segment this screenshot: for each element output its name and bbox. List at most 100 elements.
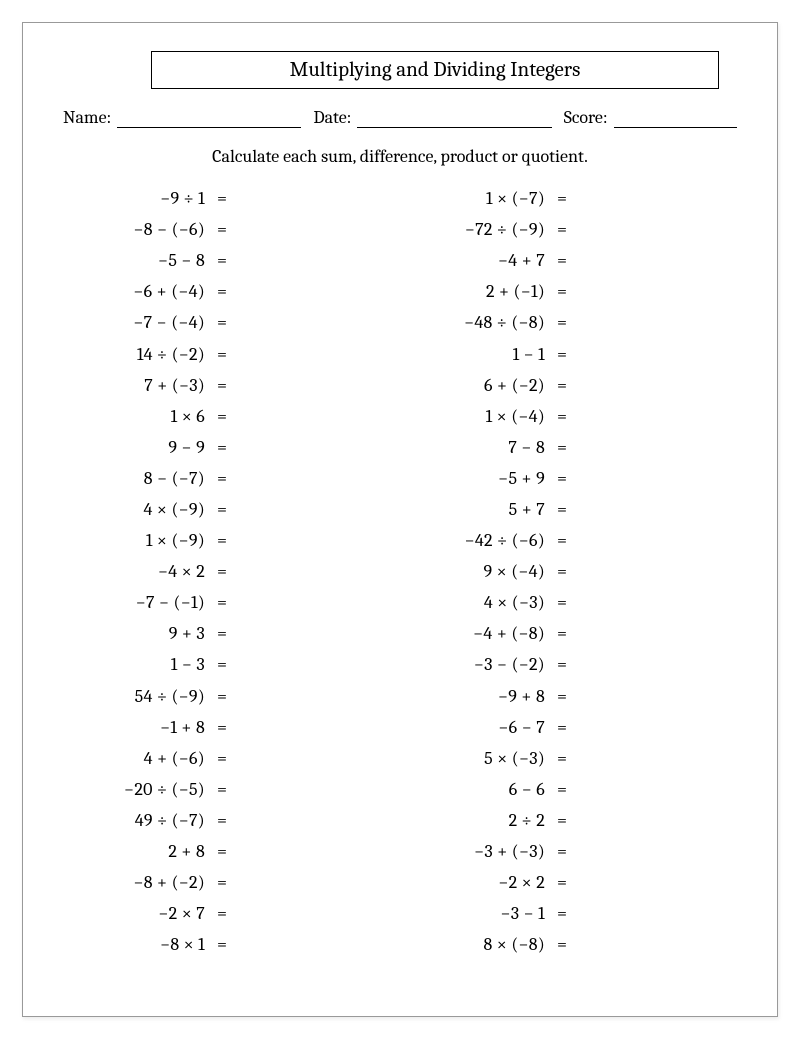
- equals-sign: =: [545, 748, 571, 769]
- equals-sign: =: [545, 344, 571, 365]
- equals-sign: =: [545, 841, 571, 862]
- score-line[interactable]: [614, 110, 737, 128]
- problem-row: −3 − (−2)=: [415, 649, 725, 680]
- equals-sign: =: [545, 686, 571, 707]
- equals-sign: =: [205, 623, 231, 644]
- problem-expression: 6 + (−2): [415, 375, 545, 396]
- equals-sign: =: [545, 592, 571, 613]
- equals-sign: =: [545, 250, 571, 271]
- problem-row: −5 + 9=: [415, 463, 725, 494]
- equals-sign: =: [205, 406, 231, 427]
- problem-expression: −7 − (−4): [75, 312, 205, 333]
- equals-sign: =: [205, 344, 231, 365]
- problem-row: −6 + (−4)=: [75, 276, 385, 307]
- problem-row: 2 + 8=: [75, 836, 385, 867]
- name-field: Name:: [63, 107, 313, 128]
- problem-row: −9 + 8=: [415, 681, 725, 712]
- equals-sign: =: [205, 250, 231, 271]
- problem-expression: 2 + (−1): [415, 281, 545, 302]
- problem-expression: −8 × 1: [75, 934, 205, 955]
- problem-row: 4 × (−3)=: [415, 587, 725, 618]
- problem-expression: 1 − 1: [415, 344, 545, 365]
- problem-row: −7 − (−4)=: [75, 307, 385, 338]
- problem-row: 54 ÷ (−9)=: [75, 681, 385, 712]
- problem-row: 4 + (−6)=: [75, 743, 385, 774]
- problem-row: −4 + 7=: [415, 245, 725, 276]
- equals-sign: =: [545, 375, 571, 396]
- problem-expression: 4 × (−9): [75, 499, 205, 520]
- problem-expression: −6 + (−4): [75, 281, 205, 302]
- equals-sign: =: [205, 934, 231, 955]
- problem-expression: −42 ÷ (−6): [415, 530, 545, 551]
- problem-row: 9 × (−4)=: [415, 556, 725, 587]
- problem-row: 1 × 6=: [75, 401, 385, 432]
- problem-expression: −72 ÷ (−9): [415, 219, 545, 240]
- problem-row: −8 − (−6)=: [75, 214, 385, 245]
- problem-row: 14 ÷ (−2)=: [75, 338, 385, 369]
- instructions: Calculate each sum, difference, product …: [61, 146, 739, 167]
- equals-sign: =: [205, 312, 231, 333]
- problem-row: 1 − 1=: [415, 338, 725, 369]
- problem-row: −2 × 7=: [75, 898, 385, 929]
- equals-sign: =: [205, 717, 231, 738]
- problem-row: −9 ÷ 1=: [75, 183, 385, 214]
- equals-sign: =: [545, 499, 571, 520]
- name-line[interactable]: [117, 110, 301, 128]
- problem-expression: 1 × (−7): [415, 188, 545, 209]
- left-column: −9 ÷ 1=−8 − (−6)=−5 − 8=−6 + (−4)=−7 − (…: [75, 183, 385, 960]
- problem-row: 6 − 6=: [415, 774, 725, 805]
- problem-expression: 7 − 8: [415, 437, 545, 458]
- problem-expression: −9 ÷ 1: [75, 188, 205, 209]
- problem-row: −3 + (−3)=: [415, 836, 725, 867]
- equals-sign: =: [205, 654, 231, 675]
- equals-sign: =: [545, 437, 571, 458]
- problem-row: −6 − 7=: [415, 712, 725, 743]
- equals-sign: =: [205, 499, 231, 520]
- problem-row: −2 × 2=: [415, 867, 725, 898]
- problem-row: 1 × (−9)=: [75, 525, 385, 556]
- problem-row: 8 − (−7)=: [75, 463, 385, 494]
- problem-expression: −4 + (−8): [415, 623, 545, 644]
- problem-expression: −2 × 7: [75, 903, 205, 924]
- problem-expression: −4 × 2: [75, 561, 205, 582]
- equals-sign: =: [205, 686, 231, 707]
- equals-sign: =: [545, 934, 571, 955]
- equals-sign: =: [545, 281, 571, 302]
- problem-expression: 2 + 8: [75, 841, 205, 862]
- problem-expression: 8 − (−7): [75, 468, 205, 489]
- problem-expression: −3 + (−3): [415, 841, 545, 862]
- date-line[interactable]: [357, 110, 551, 128]
- problem-expression: −4 + 7: [415, 250, 545, 271]
- problem-row: 1 − 3=: [75, 649, 385, 680]
- equals-sign: =: [545, 903, 571, 924]
- problem-expression: −48 ÷ (−8): [415, 312, 545, 333]
- problem-row: 5 + 7=: [415, 494, 725, 525]
- equals-sign: =: [205, 748, 231, 769]
- equals-sign: =: [205, 437, 231, 458]
- equals-sign: =: [545, 872, 571, 893]
- equals-sign: =: [205, 810, 231, 831]
- problem-row: −4 × 2=: [75, 556, 385, 587]
- problem-row: 8 × (−8)=: [415, 929, 725, 960]
- worksheet-title: Multiplying and Dividing Integers: [152, 58, 718, 82]
- equals-sign: =: [205, 592, 231, 613]
- equals-sign: =: [205, 281, 231, 302]
- problem-row: −1 + 8=: [75, 712, 385, 743]
- name-label: Name:: [63, 107, 111, 128]
- equals-sign: =: [545, 406, 571, 427]
- problem-expression: −9 + 8: [415, 686, 545, 707]
- problem-expression: −3 − (−2): [415, 654, 545, 675]
- problem-expression: 8 × (−8): [415, 934, 545, 955]
- problem-expression: −5 + 9: [415, 468, 545, 489]
- problem-expression: 54 ÷ (−9): [75, 686, 205, 707]
- equals-sign: =: [545, 530, 571, 551]
- problem-row: 4 × (−9)=: [75, 494, 385, 525]
- worksheet-page: Multiplying and Dividing Integers Name: …: [22, 22, 778, 1017]
- problem-expression: 1 × (−4): [415, 406, 545, 427]
- problem-row: 1 × (−4)=: [415, 401, 725, 432]
- problem-row: 2 ÷ 2=: [415, 805, 725, 836]
- problem-expression: 6 − 6: [415, 779, 545, 800]
- problem-expression: −1 + 8: [75, 717, 205, 738]
- equals-sign: =: [545, 312, 571, 333]
- problem-expression: 9 + 3: [75, 623, 205, 644]
